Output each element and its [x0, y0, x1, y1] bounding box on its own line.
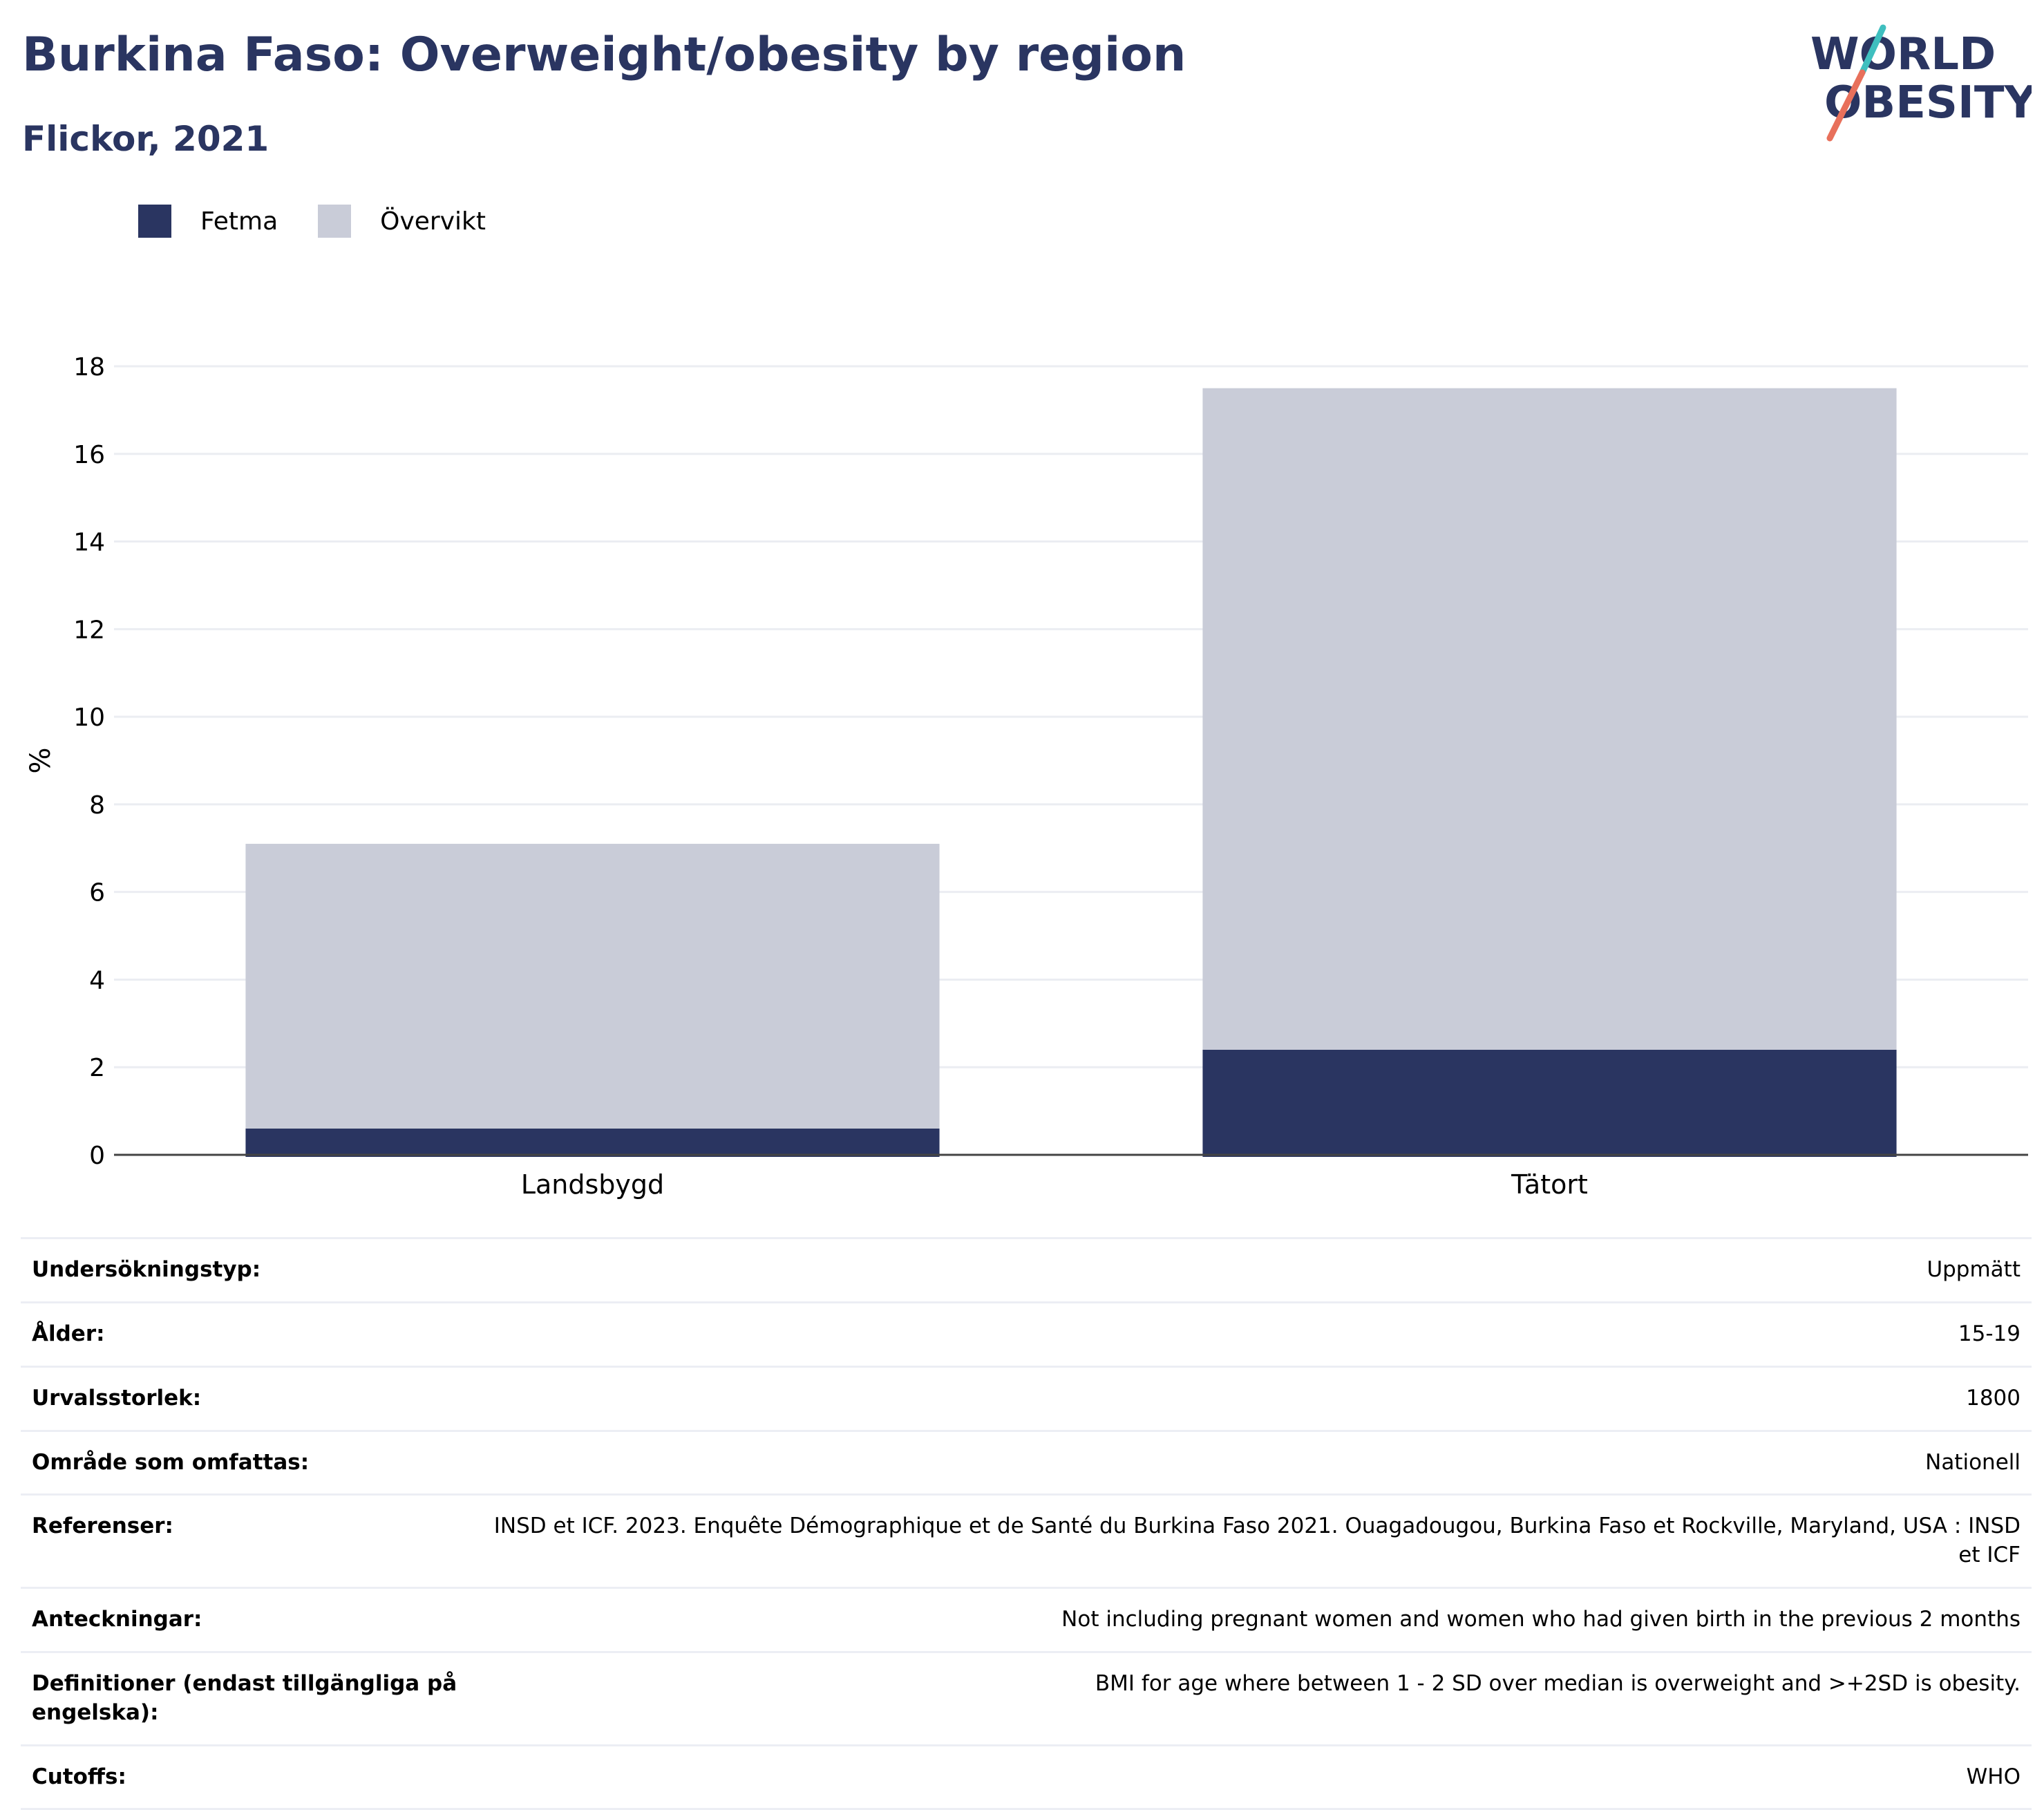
info-row: Anteckningar: Not including pregnant wome… — [21, 1587, 2032, 1652]
info-value: 1800 — [471, 1365, 2032, 1431]
info-row: Cutoffs: WHO — [21, 1744, 2032, 1810]
info-row: Ålder: 15-19 — [21, 1301, 2032, 1367]
y-tick-label: 10 — [73, 704, 105, 732]
info-value: Nationell — [471, 1429, 2032, 1495]
info-key: Område som omfattas: — [21, 1429, 471, 1495]
legend-item-overvikt[interactable]: Övervikt — [318, 205, 486, 238]
x-tick-label: Tätort — [1511, 1169, 1588, 1200]
info-value: WHO — [471, 1744, 2032, 1810]
info-key: Definitioner (endast tillgängliga på eng… — [21, 1650, 471, 1746]
legend-swatch-overvikt — [318, 205, 352, 238]
logo-slash-teal — [1859, 24, 1886, 76]
y-axis-label: % — [25, 747, 57, 773]
y-tick-label: 6 — [89, 879, 105, 907]
legend-swatch-fetma — [138, 205, 171, 238]
legend-label-overvikt: Övervikt — [380, 207, 486, 236]
y-tick-label: 8 — [89, 791, 105, 820]
info-row: Definitioner (endast tillgängliga på eng… — [21, 1650, 2032, 1746]
info-row: Område som omfattas: Nationell — [21, 1429, 2032, 1495]
info-value: BMI for age where between 1 - 2 SD over … — [471, 1650, 2032, 1746]
info-row: Referenser: INSD et ICF. 2023. Enquête Dé… — [21, 1493, 2032, 1588]
info-key: Anteckningar: — [21, 1587, 471, 1652]
info-value: Uppmätt — [471, 1237, 2032, 1303]
info-value: INSD et ICF. 2023. Enquête Démographique… — [471, 1493, 2032, 1588]
chart-legend: Fetma Övervikt — [138, 205, 526, 238]
stacked-bar-chart: 0 2 4 6 8 10 12 14 16 18% Landsbygd Tätort — [25, 353, 2028, 1200]
y-tick-label: 18 — [73, 353, 105, 381]
survey-info-table: Undersökningstyp: Uppmätt Ålder: 15-19 Urval… — [21, 1237, 2032, 1810]
logo-text-world: WORLD — [1810, 29, 1996, 80]
legend-item-fetma[interactable]: Fetma — [138, 205, 278, 238]
bar--vervikt — [245, 843, 940, 1129]
legend-label-fetma: Fetma — [200, 207, 278, 236]
y-tick-label: 4 — [89, 966, 105, 994]
x-tick-label: Landsbygd — [521, 1169, 664, 1200]
info-key: Urvalsstorlek: — [21, 1365, 471, 1431]
info-key: Cutoffs: — [21, 1744, 471, 1810]
y-tick-label: 12 — [73, 616, 105, 644]
y-tick-label: 0 — [89, 1142, 105, 1170]
bar--vervikt — [1202, 388, 1897, 1050]
info-key: Referenser: — [21, 1493, 471, 1588]
info-key: Undersökningstyp: — [21, 1237, 471, 1303]
chart-subtitle: Flickor, 2021 — [22, 119, 269, 159]
info-value: 15-19 — [471, 1301, 2032, 1367]
info-row: Undersökningstyp: Uppmätt — [21, 1237, 2032, 1303]
bar-fetma — [245, 1128, 940, 1157]
info-value: Not including pregnant women and women w… — [471, 1587, 2032, 1652]
chart-title: Burkina Faso: Overweight/obesity by regi… — [22, 28, 1186, 82]
info-key: Ålder: — [21, 1301, 471, 1367]
logo-slash-coral — [1826, 69, 1866, 142]
y-tick-label: 14 — [73, 529, 105, 557]
bar-fetma — [1202, 1049, 1897, 1157]
world-obesity-logo: WORLD OBESITY — [1810, 24, 2032, 142]
y-tick-label: 16 — [73, 441, 105, 469]
y-tick-label: 2 — [89, 1054, 105, 1082]
info-row: Urvalsstorlek: 1800 — [21, 1365, 2032, 1431]
